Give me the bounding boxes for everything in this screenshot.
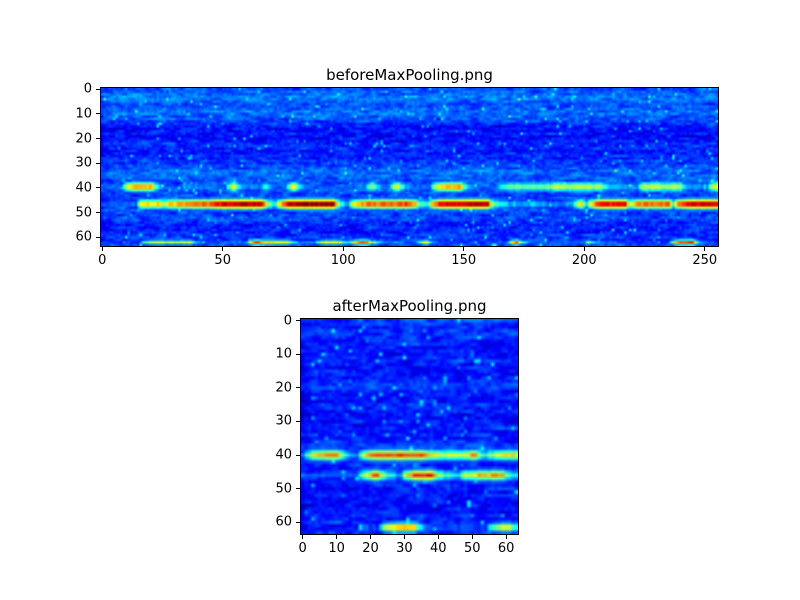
x-tick-mark (704, 247, 706, 251)
before-maxpooling-heatmap (101, 88, 718, 246)
y-tick-mark (96, 236, 100, 238)
y-tick-mark (296, 420, 300, 422)
y-tick-label: 50 (75, 205, 92, 221)
x-tick-mark (505, 535, 507, 539)
y-tick-mark (96, 88, 100, 90)
y-tick-mark (296, 387, 300, 389)
after-maxpooling-title: afterMaxPooling.png (332, 297, 487, 315)
y-tick-label: 20 (75, 131, 92, 147)
y-tick-mark (296, 320, 300, 322)
y-tick-mark (296, 488, 300, 490)
y-tick-mark (96, 187, 100, 189)
x-tick-mark (583, 247, 585, 251)
x-tick-label: 30 (396, 541, 413, 556)
x-tick-mark (471, 535, 473, 539)
y-tick-label: 30 (275, 413, 292, 429)
y-tick-label: 60 (75, 229, 92, 245)
y-tick-mark (296, 353, 300, 355)
x-tick-label: 0 (98, 253, 107, 268)
x-tick-label: 250 (692, 253, 718, 268)
x-tick-label: 10 (328, 541, 345, 556)
x-tick-mark (437, 535, 439, 539)
x-tick-mark (342, 247, 344, 251)
before-maxpooling-plot: 0 50 100 150 200 250 0 10 20 30 40 50 60 (75, 82, 719, 268)
y-tick-label: 10 (275, 346, 292, 362)
y-tick-label: 30 (75, 155, 92, 171)
y-tick-label: 10 (75, 106, 92, 122)
x-tick-mark (336, 535, 338, 539)
x-tick-label: 100 (330, 253, 356, 268)
after-maxpooling-heatmap (301, 319, 518, 534)
x-tick-mark (302, 535, 304, 539)
before-maxpooling-title: beforeMaxPooling.png (326, 66, 493, 84)
y-tick-mark (296, 454, 300, 456)
y-tick-label: 60 (275, 514, 292, 530)
y-tick-mark (96, 162, 100, 164)
y-tick-label: 50 (275, 481, 292, 497)
y-tick-label: 0 (283, 313, 292, 329)
x-tick-label: 200 (571, 253, 597, 268)
x-tick-mark (403, 535, 405, 539)
y-tick-label: 0 (83, 81, 92, 97)
x-tick-label: 50 (463, 541, 481, 556)
y-tick-label: 20 (275, 380, 292, 396)
x-tick-mark (463, 247, 465, 251)
x-tick-label: 60 (497, 541, 515, 556)
y-tick-label: 40 (275, 447, 292, 463)
x-tick-label: 50 (214, 253, 231, 268)
x-tick-mark (101, 247, 103, 251)
y-tick-label: 40 (75, 180, 92, 196)
after-maxpooling-plot: 0 10 20 30 40 50 60 0 10 20 30 40 50 60 (275, 313, 519, 556)
x-tick-mark (222, 247, 224, 251)
x-tick-mark (370, 535, 371, 539)
x-tick-label: 20 (362, 541, 379, 556)
y-tick-mark (96, 138, 100, 140)
y-tick-mark (96, 113, 100, 115)
x-tick-label: 40 (430, 541, 447, 556)
x-tick-label: 0 (298, 541, 307, 556)
y-tick-mark (96, 212, 100, 214)
x-tick-label: 150 (451, 253, 477, 268)
y-tick-mark (296, 521, 300, 523)
